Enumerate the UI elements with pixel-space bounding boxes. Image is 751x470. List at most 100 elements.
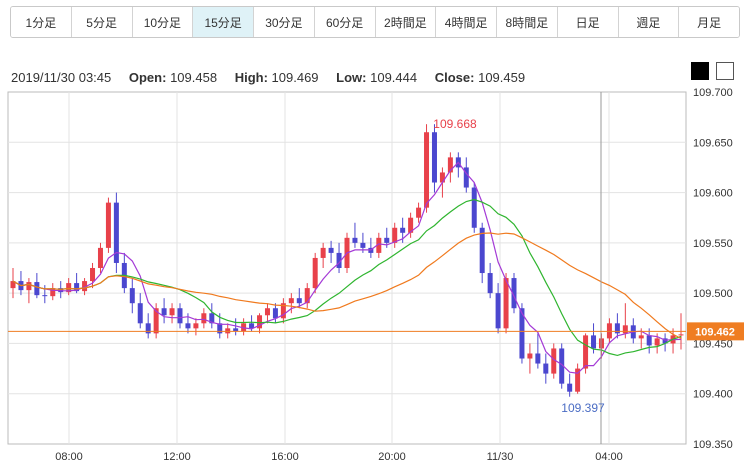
candle-body (591, 335, 597, 349)
high-value: 109.469 (271, 70, 319, 85)
close-label: Close: (434, 70, 475, 85)
candle-body (416, 207, 422, 218)
tab-11[interactable]: 月足 (679, 7, 739, 37)
candle-body (535, 353, 541, 364)
x-tick-label: 04:00 (595, 451, 623, 463)
candle-body (360, 242, 366, 248)
tab-4[interactable]: 30分足 (254, 7, 315, 37)
y-tick-label: 109.350 (693, 439, 733, 451)
ohlc-info: 2019/11/30 03:45 Open: 109.458 High: 109… (11, 70, 525, 85)
candle-body (257, 315, 263, 329)
x-tick-label: 20:00 (378, 451, 406, 463)
candle-body (177, 308, 183, 324)
candle-body (527, 353, 533, 359)
candle-body (638, 335, 644, 339)
candle-body (408, 217, 414, 233)
low-value: 109.444 (370, 70, 418, 85)
tab-5[interactable]: 60分足 (314, 7, 376, 37)
candle-body (392, 227, 398, 243)
y-tick-label: 109.550 (693, 238, 733, 250)
candle-body (201, 313, 207, 324)
close-value: 109.459 (478, 70, 526, 85)
y-tick-label: 109.400 (693, 389, 733, 401)
candle-body (400, 227, 406, 233)
tab-7[interactable]: 4時間足 (436, 7, 497, 37)
candle-body (336, 252, 342, 268)
candle-body (654, 338, 660, 346)
candle-body (113, 202, 119, 263)
candle-body (312, 257, 318, 289)
y-tick-label: 109.500 (693, 288, 733, 300)
candle-body (376, 237, 382, 253)
candle-body (34, 282, 40, 296)
candle-body (272, 308, 278, 319)
candle-body (209, 313, 215, 324)
current-price-badge (687, 322, 744, 341)
tab-10[interactable]: 週足 (618, 7, 680, 37)
candle-body (424, 132, 430, 208)
candle-body (26, 282, 32, 291)
candle-body (145, 323, 151, 334)
light-theme-button[interactable] (716, 62, 734, 80)
current-price-label: 109.462 (695, 326, 735, 338)
candle-body (575, 368, 581, 392)
x-tick-label: 11/30 (487, 451, 514, 463)
candle-body (646, 335, 652, 346)
candle-body (487, 273, 493, 294)
open-label: Open: (128, 70, 167, 85)
candle-body (495, 293, 501, 329)
tab-6[interactable]: 2時間足 (375, 7, 437, 37)
candle-body (519, 308, 525, 359)
candle-body (320, 247, 326, 258)
candle-body (97, 247, 103, 268)
candle-body (678, 334, 684, 336)
y-tick-label: 109.700 (693, 87, 733, 99)
candle-body (264, 308, 270, 316)
candle-body (614, 323, 620, 334)
candle-body (431, 132, 437, 183)
candle-body (606, 323, 612, 339)
max-price-label: 109.668 (433, 117, 477, 131)
tab-1[interactable]: 5分足 (71, 7, 133, 37)
candle-body (105, 202, 111, 248)
candle-body (511, 278, 517, 309)
candle-body (153, 308, 159, 334)
candle-body (280, 303, 286, 319)
y-tick-label: 109.450 (693, 338, 733, 350)
candle-body (225, 328, 231, 334)
candle-body (447, 157, 453, 173)
candle-body (567, 383, 573, 392)
tab-3[interactable]: 15分足 (193, 7, 254, 37)
dark-theme-button[interactable] (691, 62, 709, 80)
candle-body (662, 338, 668, 344)
candle-body (10, 281, 16, 289)
candle-body (66, 283, 72, 293)
candle-body (74, 283, 80, 292)
candle-body (217, 323, 223, 334)
tab-0[interactable]: 1分足 (11, 7, 72, 37)
tab-9[interactable]: 日足 (557, 7, 619, 37)
candle-body (463, 167, 469, 188)
tab-8[interactable]: 8時間足 (497, 7, 558, 37)
candle-body (352, 237, 358, 243)
candle-body (129, 288, 135, 304)
x-tick-label: 12:00 (163, 451, 191, 463)
candle-body (90, 268, 96, 282)
min-price-label: 109.397 (561, 401, 605, 415)
candle-body (304, 288, 310, 304)
tab-2[interactable]: 10分足 (132, 7, 194, 37)
candle-body (559, 348, 565, 384)
x-tick-label: 16:00 (271, 451, 299, 463)
x-tick-label: 08:00 (55, 451, 83, 463)
open-value: 109.458 (170, 70, 218, 85)
candle-body (42, 295, 48, 297)
ohlc-datetime: 2019/11/30 03:45 (11, 70, 112, 85)
candle-body (296, 298, 302, 304)
candle-body (137, 303, 143, 324)
candle-body (543, 363, 549, 374)
candle-body (50, 288, 56, 297)
candle-body (161, 308, 167, 316)
high-label: High: (234, 70, 268, 85)
ma-short-line (12, 161, 682, 374)
